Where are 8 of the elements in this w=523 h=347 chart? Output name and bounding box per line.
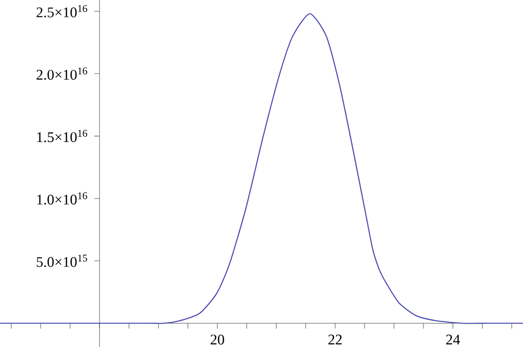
y-tick-label: 1.5×10$^{16}$ (37, 130, 88, 142)
x-tick-label: 24 (446, 334, 460, 344)
y-tick-label: 2.5×10$^{16}$ (36, 5, 88, 18)
y-tick-label: 1.0×10$^{16}$ (37, 192, 88, 205)
x-tick-label: 22 (328, 334, 342, 344)
y-tick-label: 2.0×10$^{16}$ (36, 67, 88, 80)
x-tick-label: 20 (210, 334, 224, 345)
y-tick-label: 5.0×10$^{15}$ (36, 254, 88, 268)
